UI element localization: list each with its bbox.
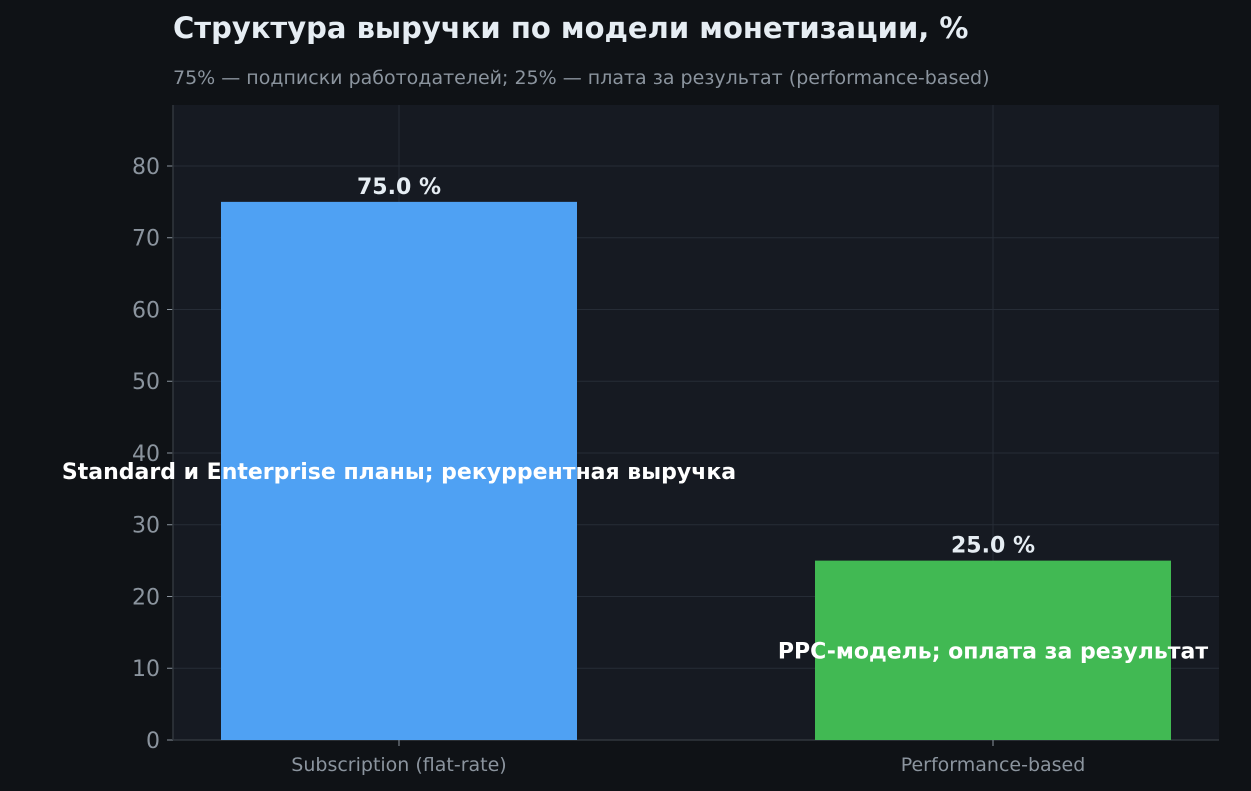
y-tick-label: 20 <box>132 585 160 610</box>
labels: 75.0 % Standard и Enterprise планы; рекур… <box>62 175 1209 664</box>
y-tick-label: 60 <box>132 298 160 323</box>
y-tick-label: 0 <box>146 729 160 754</box>
bar-annotation: Standard и Enterprise планы; рекуррентна… <box>62 460 736 485</box>
y-tick-label: 10 <box>132 657 160 682</box>
chart-subtitle: 75% — подписки работодателей; 25% — плат… <box>173 67 990 89</box>
x-tick-label: Performance-based <box>901 754 1086 776</box>
chart-title: Структура выручки по модели монетизации,… <box>173 11 968 45</box>
y-tick-label: 80 <box>132 155 160 180</box>
x-tick-label: Subscription (flat-rate) <box>291 754 506 776</box>
bar <box>221 201 577 741</box>
y-tick-label: 50 <box>132 370 160 395</box>
bars <box>221 201 1171 741</box>
bar <box>815 560 1171 740</box>
y-tick-label: 30 <box>132 514 160 539</box>
bar-annotation: PPC-модель; оплата за результат <box>778 639 1209 664</box>
bar-value-label: 25.0 % <box>951 534 1035 559</box>
axes: 0 10 20 30 40 50 60 70 80 Subscription (flat-rate… <box>132 105 1219 776</box>
y-tick-label: 70 <box>132 227 160 252</box>
y-tick-label: 40 <box>132 442 160 467</box>
bar-value-label: 75.0 % <box>357 175 441 200</box>
